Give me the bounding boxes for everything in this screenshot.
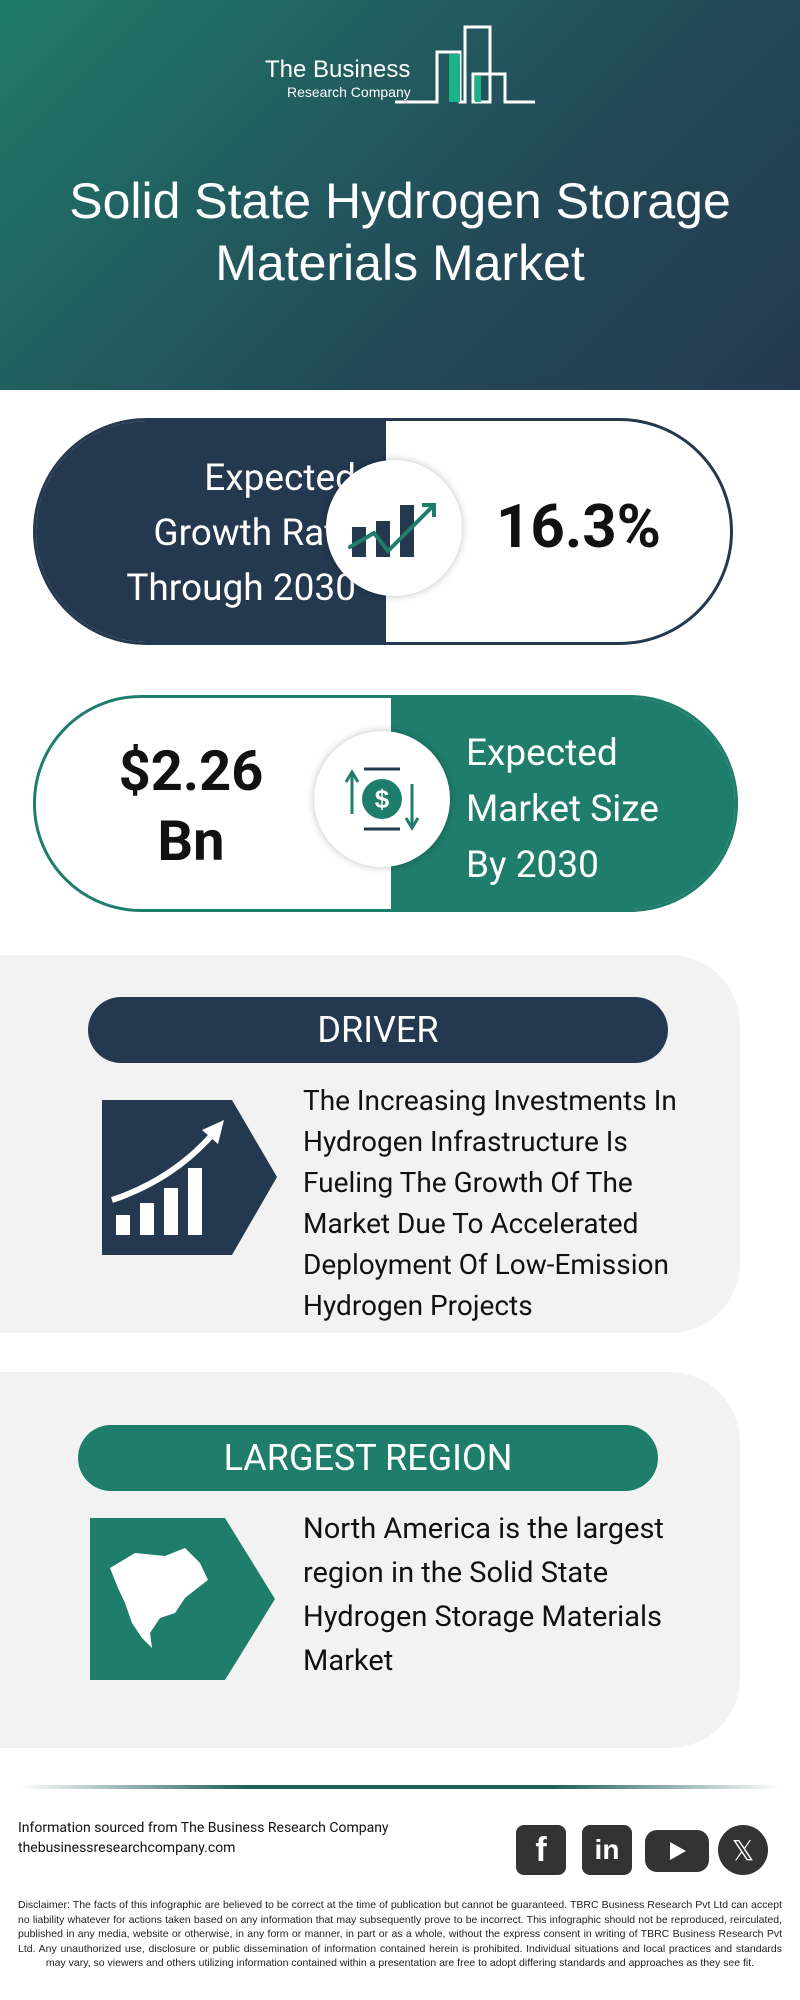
market-size-label: Expected Market Size By 2030	[466, 726, 659, 894]
divider	[20, 1785, 780, 1789]
label-line: Expected	[204, 457, 356, 500]
linkedin-icon[interactable]: in	[582, 1825, 632, 1875]
driver-title: DRIVER	[88, 997, 668, 1063]
growth-chart-icon	[326, 460, 462, 596]
buildings-icon	[395, 25, 535, 104]
rising-bars-icon	[102, 1100, 277, 1255]
value-line: Bn	[157, 808, 225, 874]
title-line1: Solid State Hydrogen Storage	[69, 173, 731, 229]
region-text: North America is the largest region in t…	[303, 1512, 664, 1678]
label-line: Expected	[466, 732, 618, 775]
growth-rate-panel: Expected Growth Rate Through 2030 16.3%	[33, 418, 733, 645]
title-line2: Materials Market	[215, 235, 585, 291]
x-icon[interactable]: 𝕏	[718, 1825, 768, 1875]
driver-text: The Increasing Investments In Hydrogen I…	[303, 1084, 677, 1322]
driver-card: DRIVER The Increasing Investments In Hyd…	[0, 955, 740, 1333]
growth-label: Expected Growth Rate Through 2030	[66, 451, 356, 616]
disclaimer: Disclaimer: The facts of this infographi…	[18, 1899, 782, 1969]
label-line: Through 2030	[126, 567, 356, 610]
growth-value: 16.3%	[496, 491, 662, 562]
label-line: Market Size	[466, 788, 659, 831]
logo-line1: The Business	[265, 56, 411, 83]
region-card: LARGEST REGION North America is the larg…	[0, 1372, 740, 1748]
youtube-icon[interactable]	[645, 1830, 709, 1872]
page-title: Solid State Hydrogen Storage Materials M…	[0, 170, 800, 294]
source-text: Information sourced from The Business Re…	[18, 1820, 389, 1836]
facebook-icon[interactable]: f	[516, 1825, 566, 1875]
market-size-value: $2.26 Bn	[76, 736, 306, 876]
header: The Business Research Company Solid Stat…	[0, 0, 800, 390]
value-line: $2.26	[118, 738, 264, 804]
dollar-exchange-icon: $	[314, 731, 450, 867]
region-title: LARGEST REGION	[78, 1425, 658, 1491]
company-logo: The Business Research Company	[265, 22, 535, 107]
logo-line2: Research Company	[287, 84, 411, 100]
north-america-map-icon	[90, 1518, 275, 1680]
svg-text:$: $	[375, 784, 390, 814]
label-line: Growth Rate	[153, 512, 356, 555]
label-line: By 2030	[466, 844, 599, 887]
market-size-panel: $2.26 Bn Expected Market Size By 2030	[33, 695, 738, 912]
website-link[interactable]: thebusinessresearchcompany.com	[18, 1840, 236, 1856]
